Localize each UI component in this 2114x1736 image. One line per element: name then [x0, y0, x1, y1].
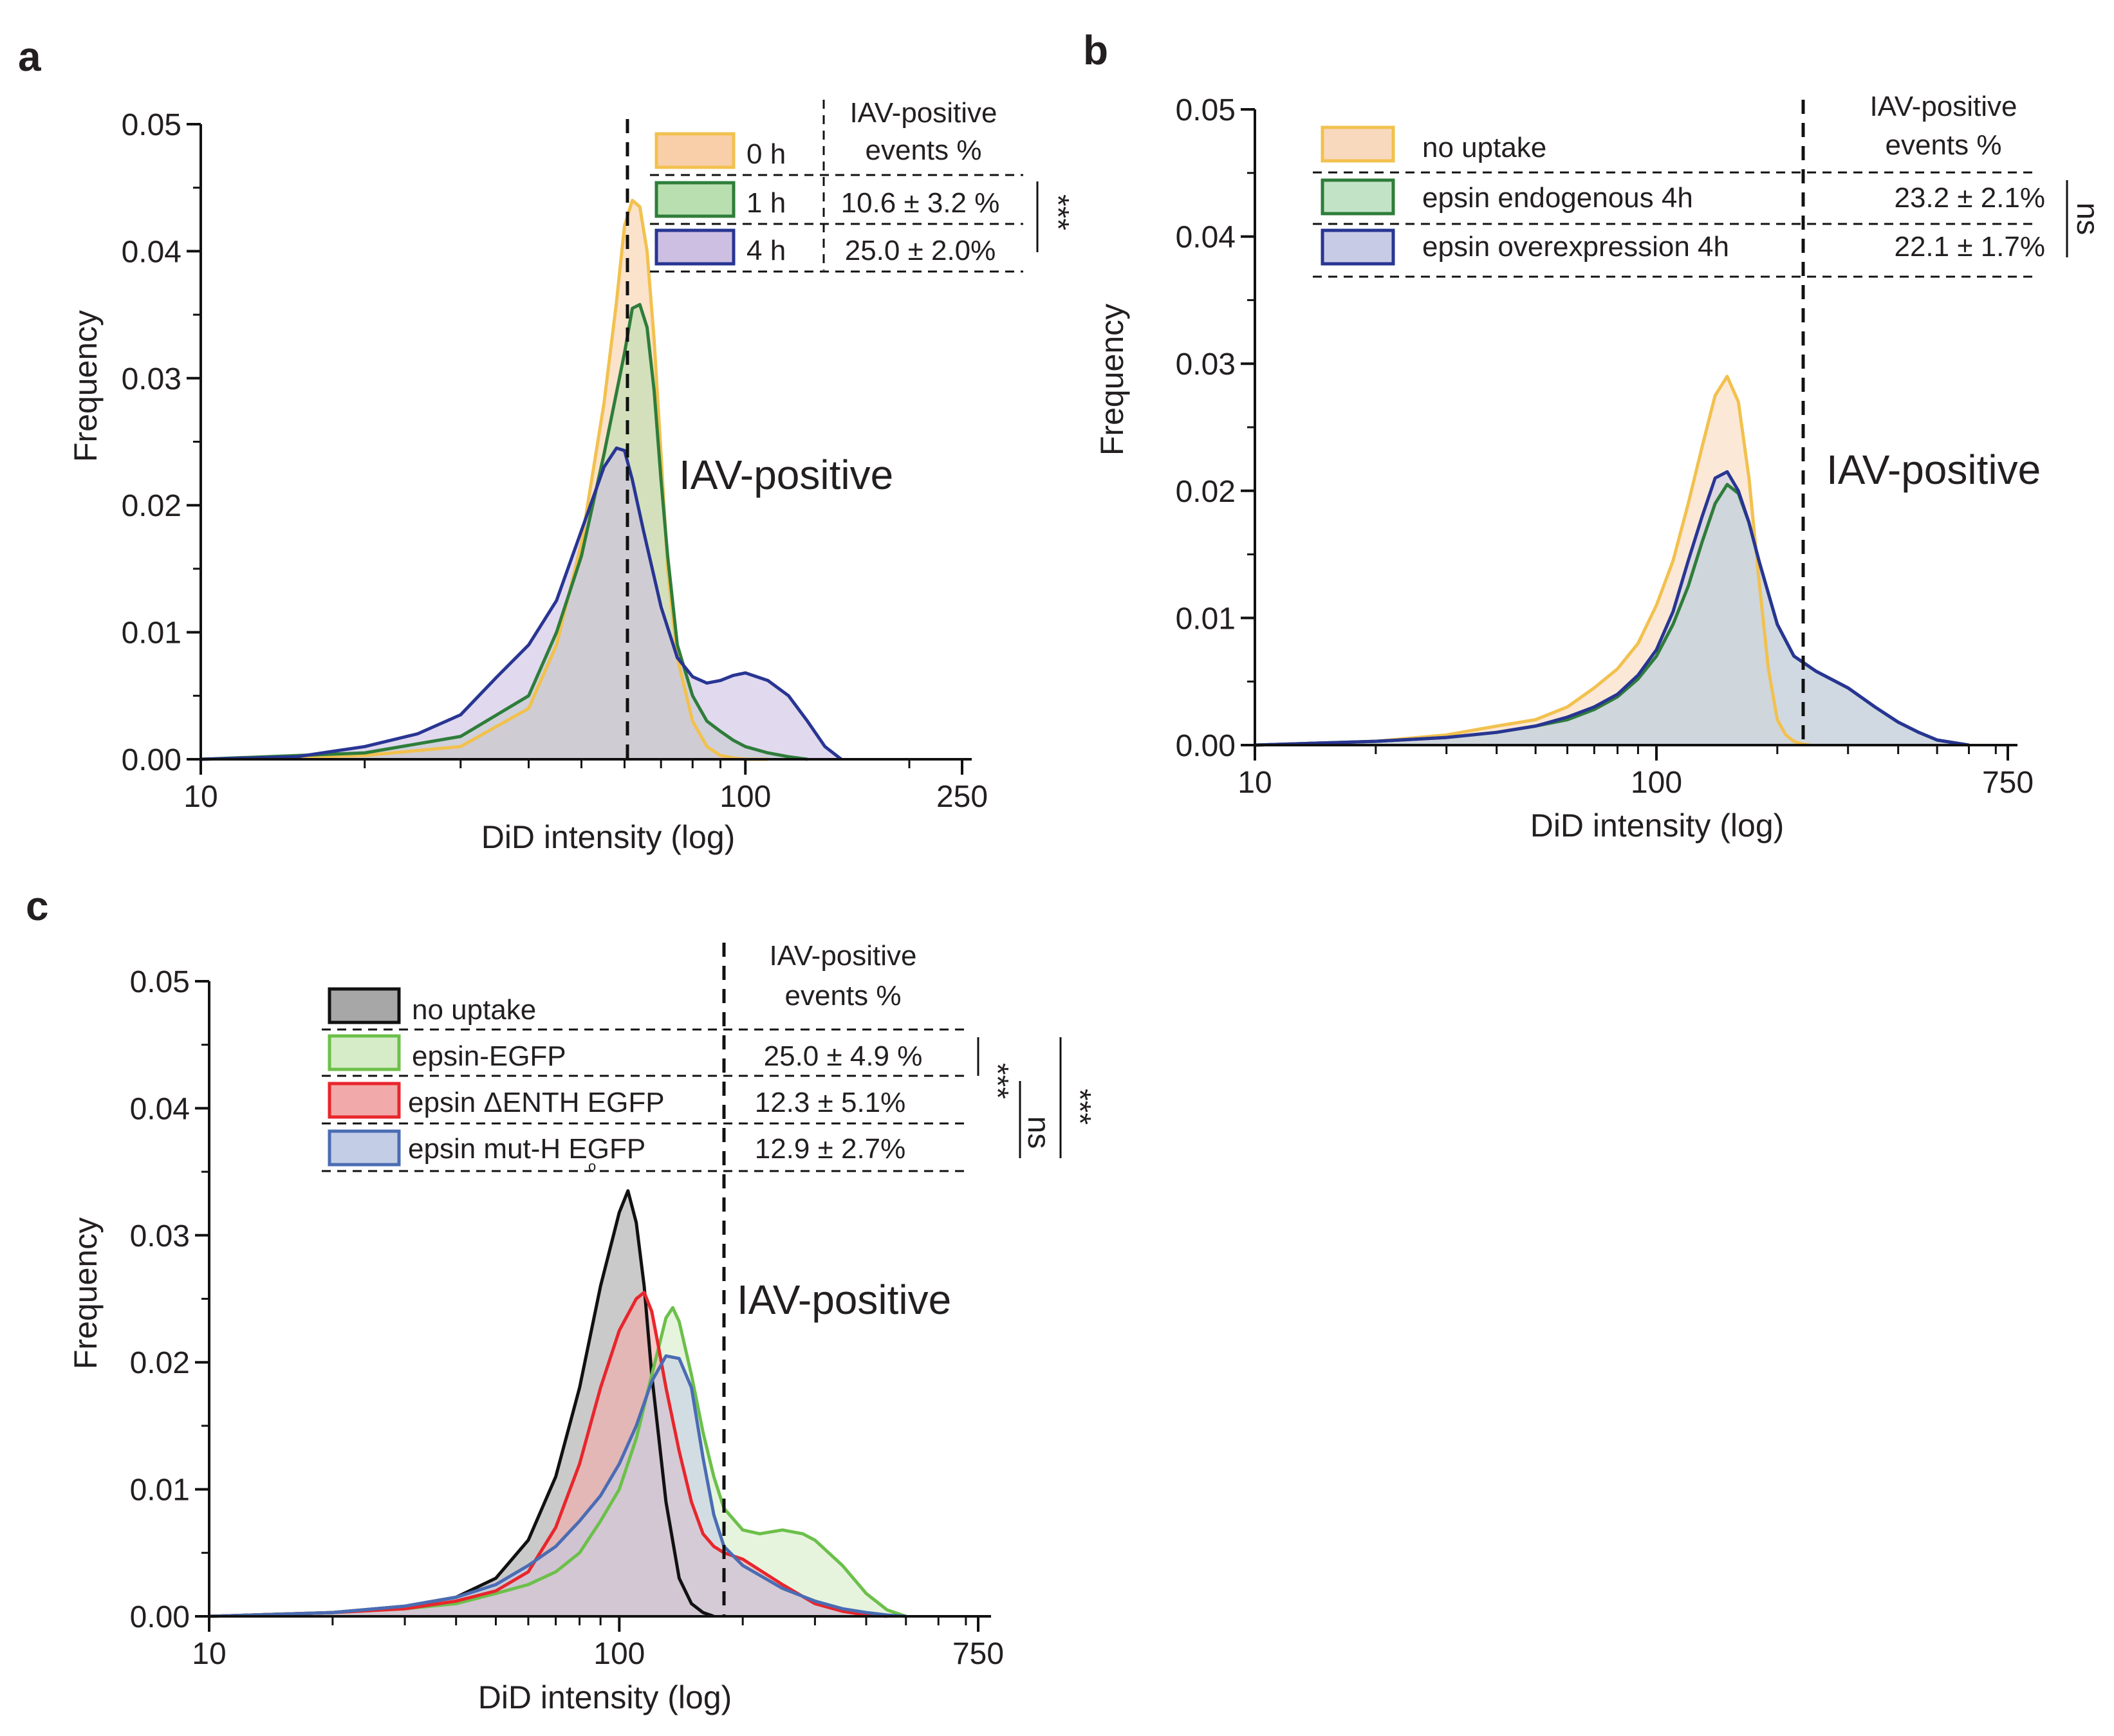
- panel-a-series-1-line: [200, 302, 808, 761]
- panel-c-xtick-label: 750: [952, 1637, 1004, 1671]
- panel-c-legend-header-1: IAV-positive: [769, 940, 916, 972]
- panel-c-legend-denth: epsin ΔENTH EGFP: [408, 1087, 665, 1118]
- panel-c-label: c: [26, 883, 49, 929]
- panel-a-legend-header-2: events %: [866, 134, 982, 166]
- panel-c-legend-mut-text: epsin mut-H EGFP: [408, 1133, 645, 1165]
- panel-c-legend-epsin-egfp: epsin-EGFP: [412, 1040, 566, 1072]
- panel-c-y-label: Frequency: [68, 1217, 104, 1369]
- panel-b-swatch-overexpression: [1321, 228, 1395, 266]
- panel-b-significance: ns: [2070, 203, 2104, 235]
- panel-a-swatch-0h: [654, 132, 736, 169]
- panel-b-xtick-label: 10: [1238, 766, 1272, 800]
- panel-b-ytick-label: 0.02: [1176, 475, 1236, 509]
- panel-b-x-label: DiD intensity (log): [1530, 808, 1785, 844]
- panel-c-ytick-label: 0.03: [130, 1219, 190, 1253]
- panel-a-ytick-label: 0.00: [122, 743, 181, 777]
- panel-c-annotation: IAV-positive: [737, 1277, 951, 1323]
- panel-c-series-3-area: [209, 1356, 906, 1616]
- panel-a-ytick-label: 0.03: [122, 362, 181, 396]
- panel-b-y-label: Frequency: [1094, 304, 1130, 456]
- panel-a-ytick-label: 0.01: [122, 616, 181, 651]
- panel-b-legend-endogenous: epsin endogenous 4h: [1422, 182, 1693, 214]
- panel-b-pct-overexpression: 22.1 ± 1.7%: [1894, 231, 2045, 263]
- panel-c-ytick-label: 0.00: [130, 1600, 190, 1634]
- panel-c-xtick-label: 100: [593, 1637, 645, 1671]
- panel-a-annotation: IAV-positive: [679, 452, 893, 498]
- panel-c-ytick-label: 0.04: [130, 1092, 190, 1126]
- panel-c-legend-header-2: events %: [785, 980, 902, 1011]
- panel-b-ytick-label: 0.04: [1176, 221, 1236, 255]
- panel-b: b IAV-positive 0.000.010.020.030.040.05 …: [1083, 27, 2104, 844]
- panel-b-xtick-label: 750: [1982, 766, 2034, 800]
- panel-a-y-label: Frequency: [68, 310, 104, 462]
- panel-c-legend-mut: epsin mut-H EGFP: [408, 1133, 645, 1165]
- panel-a-series-2-area: [201, 448, 842, 759]
- panel-c-legend-no-uptake: no uptake: [412, 994, 536, 1026]
- panel-a-series-2-line: [200, 446, 842, 761]
- panel-a-ytick-label: 0.04: [122, 235, 181, 269]
- panel-c-swatch-no-uptake: [328, 987, 401, 1024]
- panel-b-ytick-label: 0.05: [1176, 93, 1236, 127]
- panel-c-series-2-line: [209, 1291, 887, 1618]
- panel-b-legend-header-2: events %: [1886, 129, 2002, 161]
- panel-a-series-0-line: [200, 198, 768, 761]
- panel-c-pct-epsin-egfp: 25.0 ± 4.9 %: [764, 1040, 923, 1072]
- panel-c-ytick-label: 0.05: [130, 965, 190, 999]
- panel-b-swatch-no-uptake: [1321, 125, 1395, 163]
- panel-a-swatch-1h: [654, 181, 736, 218]
- panel-a: a IAV-positive 0.000.010.020.030.040.05 …: [18, 33, 1075, 855]
- panel-a-xtick-label: 10: [183, 780, 218, 814]
- panel-b-ytick-label: 0.01: [1176, 602, 1236, 636]
- panel-a-swatch-4h: [654, 228, 736, 266]
- panel-b-series-2-area: [1255, 472, 1969, 745]
- panel-b-legend-overexpression: epsin overexpression 4h: [1422, 231, 1729, 263]
- panel-a-ytick-label: 0.02: [122, 489, 181, 523]
- panel-a-pct-4h: 25.0 ± 2.0%: [845, 235, 996, 266]
- panel-b-label: b: [1083, 27, 1108, 73]
- panel-a-x-label: DiD intensity (log): [481, 819, 736, 855]
- panel-c-swatch-denth: [328, 1082, 401, 1119]
- panel-a-ytick-label: 0.05: [122, 108, 181, 142]
- panel-c-significance-1: ***: [980, 1063, 1014, 1099]
- panel-b-annotation: IAV-positive: [1826, 447, 2041, 493]
- panel-c-ytick-label: 0.02: [130, 1346, 190, 1380]
- panel-a-label: a: [18, 33, 41, 80]
- panel-c-pct-mut: 12.9 ± 2.7%: [755, 1133, 906, 1165]
- panel-a-legend: IAV-positive events % 0 h 1 h 10.6 ± 3.2…: [650, 97, 1075, 273]
- panel-b-pct-endogenous: 23.2 ± 2.1%: [1894, 182, 2045, 214]
- panel-a-legend-4h: 4 h: [746, 235, 786, 266]
- panel-a-pct-1h: 10.6 ± 3.2 %: [841, 187, 1000, 219]
- panel-b-series-2-line: [1254, 470, 1969, 747]
- panel-a-xtick-label: 100: [719, 780, 771, 814]
- panel-c-pct-denth: 12.3 ± 5.1%: [755, 1087, 906, 1118]
- panel-c-swatch-mut: [328, 1129, 401, 1167]
- panel-b-ytick-label: 0.00: [1176, 729, 1236, 763]
- panel-b-xtick-label: 100: [1631, 766, 1682, 800]
- panel-b-swatch-endogenous: [1321, 178, 1395, 216]
- panel-c-legend: IAV-positive events % no uptake epsin-EG…: [322, 940, 1097, 1174]
- panel-c-ytick-label: 0.01: [130, 1473, 190, 1508]
- panel-c-x-label: DiD intensity (log): [478, 1679, 732, 1715]
- panel-b-legend-no-uptake: no uptake: [1422, 132, 1546, 163]
- panel-a-legend-1h: 1 h: [746, 187, 786, 219]
- panel-a-xtick-label: 250: [936, 780, 988, 814]
- panel-b-series-0-line: [1254, 374, 1810, 747]
- panel-c-swatch-epsin-egfp: [328, 1034, 401, 1071]
- panel-a-legend-header-1: IAV-positive: [849, 97, 997, 129]
- panel-a-legend-0h: 0 h: [746, 138, 786, 170]
- panel-c-series-3-line: [209, 1354, 906, 1618]
- panel-b-legend: IAV-positive events % no uptake epsin en…: [1313, 91, 2104, 278]
- panel-a-significance: ***: [1041, 194, 1075, 230]
- panel-c-series-1-line: [209, 1306, 907, 1618]
- panel-c-significance-2: ns: [1021, 1116, 1055, 1149]
- panel-b-legend-header-1: IAV-positive: [1869, 91, 2017, 122]
- panel-c-significance-3: ***: [1062, 1089, 1097, 1125]
- panel-b-ytick-label: 0.03: [1176, 347, 1236, 382]
- panel-c-series-1-area: [209, 1307, 906, 1616]
- panel-c-xtick-label: 10: [192, 1637, 226, 1671]
- panel-c: c IAV-positive 0.000.010.020.030.040.05 …: [26, 883, 1097, 1715]
